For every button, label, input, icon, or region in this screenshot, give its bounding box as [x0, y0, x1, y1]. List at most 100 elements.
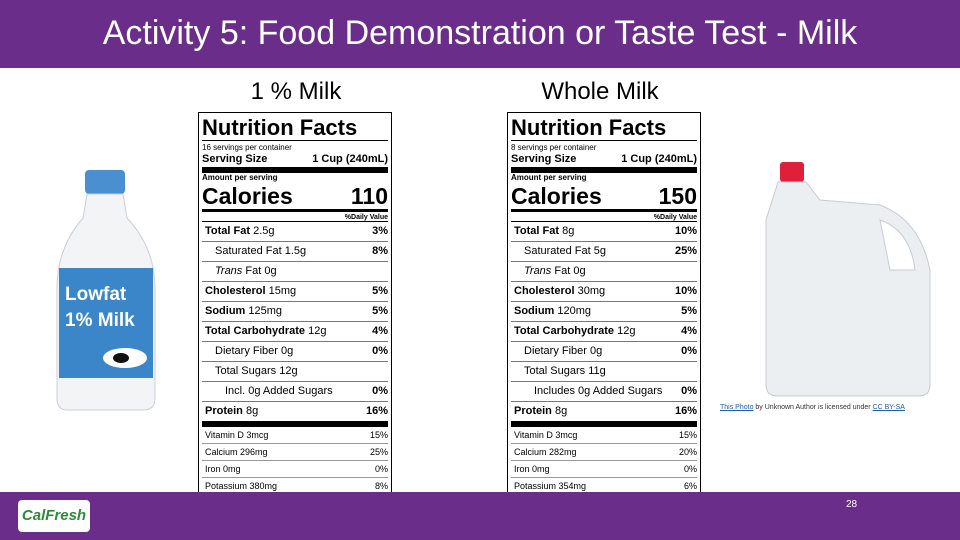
nutrient-name: Dietary Fiber — [524, 345, 587, 357]
nutrient-name: Trans — [524, 265, 552, 277]
calories-value: 110 — [350, 183, 388, 209]
nutrient-name: Total Carbohydrate — [514, 325, 615, 337]
nutrient-row: Sodium 125mg 5% — [202, 302, 388, 322]
daily-value: 10% — [674, 225, 697, 237]
nutrient: Cholesterol 30mg — [514, 282, 605, 301]
nutrient: Protein 8g — [205, 402, 258, 421]
daily-value: 16% — [674, 405, 697, 417]
nutrient: Total Sugars 11g — [524, 362, 606, 381]
nutrient-name: Cholesterol — [514, 285, 575, 297]
vitamin-row: Vitamin D 3mcg 15% — [511, 427, 697, 444]
nutrient-amount: 8g — [554, 405, 568, 417]
nutrient: Total Fat 8g — [514, 222, 574, 241]
serving-size-value: 1 Cup (240mL) — [312, 153, 388, 165]
serving-size-label: Serving Size — [202, 153, 268, 165]
vitamin-name: Vitamin D 3mcg — [514, 430, 578, 440]
nutrient-row: Dietary Fiber 0g 0% — [511, 342, 697, 362]
photo-credit: This Photo by Unknown Author is licensed… — [720, 404, 905, 411]
vitamin-name: Calcium 282mg — [514, 447, 577, 457]
milk-bottle: Lowfat 1% Milk — [56, 170, 156, 411]
vitamin-name: Calcium 296mg — [205, 447, 268, 457]
nutrient-row: Protein 8g 16% — [511, 402, 697, 427]
nutrient-amount: 5g — [593, 245, 606, 257]
header-bar — [0, 0, 960, 68]
serving-size-label: Serving Size — [511, 153, 577, 165]
nutrient-name: Total Sugars — [215, 365, 277, 377]
nutrient-row: Saturated Fat 1.5g 8% — [202, 242, 388, 262]
calories: Calories 110 — [202, 183, 388, 209]
nutrient: Protein 8g — [514, 402, 567, 421]
nutrient-name: Dietary Fiber — [215, 345, 278, 357]
credit-text: by Unknown Author is licensed under — [753, 404, 873, 411]
vitamin-dv: 25% — [369, 447, 388, 457]
servings: 8 servings per container — [511, 143, 597, 152]
nutrient-amount: 15mg — [268, 285, 297, 297]
daily-value: 16% — [365, 405, 388, 417]
logo: CalFresh — [18, 500, 90, 532]
daily-value: 25% — [674, 245, 697, 257]
nutrient-amount: 8g — [245, 405, 259, 417]
vitamin-dv: 6% — [683, 481, 697, 491]
nutrient-name: Total Sugars — [524, 365, 586, 377]
daily-value: 0% — [372, 345, 388, 357]
milk-jug — [765, 162, 931, 397]
calories-label: Calories — [202, 183, 293, 209]
calories-value: 150 — [658, 183, 697, 209]
vitamin-dv: 20% — [678, 447, 697, 457]
nutrient: Trans Fat 0g — [215, 262, 277, 281]
nutrient-amount: 12g — [308, 325, 327, 337]
nutrient: Saturated Fat 5g — [524, 242, 606, 261]
nutrient-row: Total Sugars 12g — [202, 362, 388, 382]
nutrient-row: Includes 0g Added Sugars 0% — [511, 382, 697, 402]
nutrient-amount: 11g — [588, 365, 606, 377]
bottle-text: Lowfat — [65, 284, 127, 305]
serving-size: Serving Size 1 Cup (240mL) — [511, 153, 697, 173]
vitamin-dv: 0% — [374, 464, 388, 474]
vitamin-dv: 15% — [678, 430, 697, 440]
nutrient-name: Saturated Fat — [215, 245, 282, 257]
nutrient-name: Total Fat — [514, 225, 560, 237]
logo-text: CalFresh — [21, 507, 87, 524]
nutrient-name: Sodium — [514, 305, 555, 317]
daily-value: 0% — [681, 345, 697, 357]
vitamin-row: Iron 0mg 0% — [202, 461, 388, 478]
vitamin-row: Calcium 282mg 20% — [511, 444, 697, 461]
nutrient-name: Saturated Fat — [524, 245, 591, 257]
vitamin-name: Potassium 380mg — [205, 481, 278, 491]
nutrient-row: Total Carbohydrate 12g 4% — [511, 322, 697, 342]
nf-title: Nutrition Facts — [511, 116, 697, 141]
amount-per-serving: Amount per serving — [202, 173, 278, 182]
label-heading: 1 % Milk — [250, 78, 342, 105]
footer-bar — [0, 492, 960, 540]
nutrient: Dietary Fiber 0g — [524, 342, 602, 361]
nutrition-label: Nutrition Facts 16 servings per container… — [198, 112, 392, 525]
daily-value: 0% — [372, 385, 388, 397]
nutrient-name: Includes 0g Added Sugars — [534, 385, 663, 397]
nutrient: Total Sugars 12g — [215, 362, 298, 381]
amount-per-serving: Amount per serving — [511, 173, 587, 182]
license-link[interactable]: CC BY-SA — [872, 404, 905, 411]
nutrition-label: Nutrition Facts 8 servings per container S… — [507, 112, 701, 525]
nutrient-row: Trans Fat 0g — [511, 262, 697, 282]
vitamin-name: Vitamin D 3mcg — [205, 430, 269, 440]
nutrient: Total Carbohydrate 12g — [205, 322, 326, 341]
nutrient: Sodium 120mg — [514, 302, 591, 321]
calories: Calories 150 — [511, 183, 697, 209]
nutrient-name: Trans — [215, 265, 243, 277]
nutrient-row: Saturated Fat 5g 25% — [511, 242, 697, 262]
daily-value-header: %Daily Value — [511, 209, 697, 222]
nutrient-row: Incl. 0g Added Sugars 0% — [202, 382, 388, 402]
nutrient: Includes 0g Added Sugars — [534, 382, 662, 401]
nutrient-name: Total Carbohydrate — [205, 325, 306, 337]
photo-link[interactable]: This Photo — [720, 404, 754, 411]
nutrient-name: Cholesterol — [205, 285, 266, 297]
daily-value: 5% — [372, 285, 388, 297]
vitamin-name: Potassium 354mg — [514, 481, 587, 491]
nutrient-amount: 12g — [617, 325, 636, 337]
nutrient: Cholesterol 15mg — [205, 282, 296, 301]
bottle-text: 1% Milk — [65, 310, 135, 331]
nutrient: Incl. 0g Added Sugars — [225, 382, 333, 401]
nutrient-amount: 30mg — [577, 285, 606, 297]
daily-value: 3% — [372, 225, 388, 237]
